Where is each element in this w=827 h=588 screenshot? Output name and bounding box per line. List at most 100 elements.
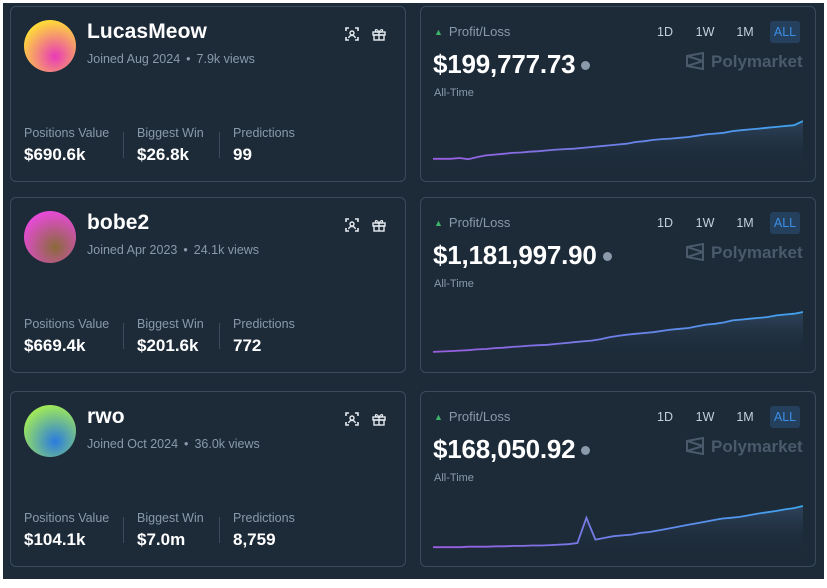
polymarket-logo-icon bbox=[686, 243, 704, 261]
leaderboard-container: LucasMeow Joined Aug 2024 • 7.9k views Pos… bbox=[3, 3, 824, 579]
chart-line bbox=[433, 311, 803, 353]
view-count: 36.0k views bbox=[194, 437, 260, 451]
predictions-stat: Predictions 8,759 bbox=[233, 511, 295, 550]
profit-loss-label: ▲ Profit/Loss bbox=[434, 409, 511, 424]
period-label: All-Time bbox=[434, 472, 474, 484]
info-icon[interactable] bbox=[581, 61, 591, 70]
period-label: All-Time bbox=[434, 87, 474, 99]
scan-icon[interactable] bbox=[344, 217, 360, 233]
biggest-win-label: Biggest Win bbox=[137, 317, 204, 331]
biggest-win-stat: Biggest Win $201.6k bbox=[137, 317, 204, 356]
biggest-win-label: Biggest Win bbox=[137, 126, 204, 140]
period-label: All-Time bbox=[434, 278, 474, 290]
positions-value: $104.1k bbox=[24, 530, 86, 549]
separator-dot: • bbox=[184, 437, 189, 451]
polymarket-watermark: Polymarket bbox=[685, 52, 803, 72]
username[interactable]: bobe2 bbox=[87, 211, 150, 234]
predictions-value: 772 bbox=[233, 336, 262, 355]
positions-value: $690.6k bbox=[24, 145, 86, 164]
profit-loss-chart[interactable] bbox=[433, 502, 803, 552]
polymarket-watermark: Polymarket bbox=[685, 243, 803, 263]
joined-date: Joined Oct 2024 bbox=[87, 437, 179, 451]
positions-value: $669.4k bbox=[24, 336, 86, 355]
predictions-stat: Predictions 772 bbox=[233, 317, 295, 356]
positions-value-label: Positions Value bbox=[24, 317, 110, 331]
separator-dot: • bbox=[183, 243, 188, 257]
range-tab-1m[interactable]: 1M bbox=[736, 410, 754, 424]
polymarket-logo-icon bbox=[686, 52, 704, 70]
predictions-value: 99 bbox=[233, 145, 252, 164]
scan-icon[interactable] bbox=[344, 411, 360, 427]
range-tab-1m[interactable]: 1M bbox=[736, 216, 754, 230]
stat-divider bbox=[219, 132, 220, 158]
polymarket-watermark: Polymarket bbox=[685, 437, 803, 457]
chart-line bbox=[433, 120, 803, 161]
joined-date: Joined Apr 2023 bbox=[87, 243, 178, 257]
positions-value-stat: Positions Value $104.1k bbox=[24, 511, 109, 550]
gift-icon[interactable] bbox=[371, 411, 387, 427]
range-tab-1w[interactable]: 1W bbox=[695, 410, 715, 424]
stat-divider bbox=[123, 132, 124, 158]
profit-loss-card: ▲ Profit/Loss $1,181,997.90 All-Time 1D 1W… bbox=[420, 197, 816, 373]
positions-value-stat: Positions Value $669.4k bbox=[24, 317, 109, 356]
profit-loss-value: $168,050.92 bbox=[433, 434, 591, 465]
range-tab-1d[interactable]: 1D bbox=[657, 410, 673, 424]
biggest-win-label: Biggest Win bbox=[137, 511, 204, 525]
predictions-label: Predictions bbox=[233, 511, 295, 525]
profile-meta: Joined Apr 2023 • 24.1k views bbox=[87, 243, 259, 257]
chart-area bbox=[433, 506, 803, 552]
avatar[interactable] bbox=[24, 211, 76, 263]
biggest-win-stat: Biggest Win $7.0m bbox=[137, 511, 204, 550]
info-icon[interactable] bbox=[581, 446, 591, 455]
range-tab-all[interactable]: ALL bbox=[770, 212, 800, 234]
avatar[interactable] bbox=[24, 20, 76, 72]
biggest-win-value: $7.0m bbox=[137, 530, 186, 549]
chart-area bbox=[433, 121, 803, 167]
profit-loss-chart[interactable] bbox=[433, 117, 803, 167]
profile-card[interactable]: bobe2 Joined Apr 2023 • 24.1k views Positi… bbox=[10, 197, 406, 373]
view-count: 7.9k views bbox=[196, 52, 255, 66]
info-icon[interactable] bbox=[602, 252, 612, 261]
range-tab-1d[interactable]: 1D bbox=[657, 25, 673, 39]
range-tab-1w[interactable]: 1W bbox=[695, 25, 715, 39]
biggest-win-value: $26.8k bbox=[137, 145, 189, 164]
predictions-value: 8,759 bbox=[233, 530, 276, 549]
predictions-label: Predictions bbox=[233, 126, 295, 140]
profile-card[interactable]: LucasMeow Joined Aug 2024 • 7.9k views Pos… bbox=[10, 6, 406, 182]
range-tab-all[interactable]: ALL bbox=[770, 21, 800, 43]
predictions-label: Predictions bbox=[233, 317, 295, 331]
profit-loss-value: $199,777.73 bbox=[433, 49, 591, 80]
range-tab-1d[interactable]: 1D bbox=[657, 216, 673, 230]
avatar[interactable] bbox=[24, 405, 76, 457]
joined-date: Joined Aug 2024 bbox=[87, 52, 181, 66]
profit-loss-card: ▲ Profit/Loss $168,050.92 All-Time 1D 1W 1M… bbox=[420, 391, 816, 567]
username[interactable]: LucasMeow bbox=[87, 20, 207, 43]
up-arrow-icon: ▲ bbox=[434, 27, 443, 37]
range-tab-1w[interactable]: 1W bbox=[695, 216, 715, 230]
polymarket-logo-icon bbox=[686, 437, 704, 455]
positions-value-label: Positions Value bbox=[24, 511, 110, 525]
up-arrow-icon: ▲ bbox=[434, 412, 443, 422]
profit-loss-label: ▲ Profit/Loss bbox=[434, 24, 511, 39]
up-arrow-icon: ▲ bbox=[434, 218, 443, 228]
chart-line bbox=[433, 505, 803, 549]
separator-dot: • bbox=[186, 52, 191, 66]
profile-meta: Joined Aug 2024 • 7.9k views bbox=[87, 52, 255, 66]
range-tab-1m[interactable]: 1M bbox=[736, 25, 754, 39]
profit-loss-label: ▲ Profit/Loss bbox=[434, 215, 511, 230]
range-tab-all[interactable]: ALL bbox=[770, 406, 800, 428]
profile-card[interactable]: rwo Joined Oct 2024 • 36.0k views Position… bbox=[10, 391, 406, 567]
scan-icon[interactable] bbox=[344, 26, 360, 42]
biggest-win-value: $201.6k bbox=[137, 336, 199, 355]
profile-meta: Joined Oct 2024 • 36.0k views bbox=[87, 437, 260, 451]
username[interactable]: rwo bbox=[87, 405, 125, 428]
biggest-win-stat: Biggest Win $26.8k bbox=[137, 126, 204, 165]
stat-divider bbox=[123, 517, 124, 543]
predictions-stat: Predictions 99 bbox=[233, 126, 295, 165]
profit-loss-chart[interactable] bbox=[433, 308, 803, 358]
stat-divider bbox=[219, 517, 220, 543]
view-count: 24.1k views bbox=[193, 243, 260, 257]
gift-icon[interactable] bbox=[371, 26, 387, 42]
stat-divider bbox=[219, 323, 220, 349]
gift-icon[interactable] bbox=[371, 217, 387, 233]
